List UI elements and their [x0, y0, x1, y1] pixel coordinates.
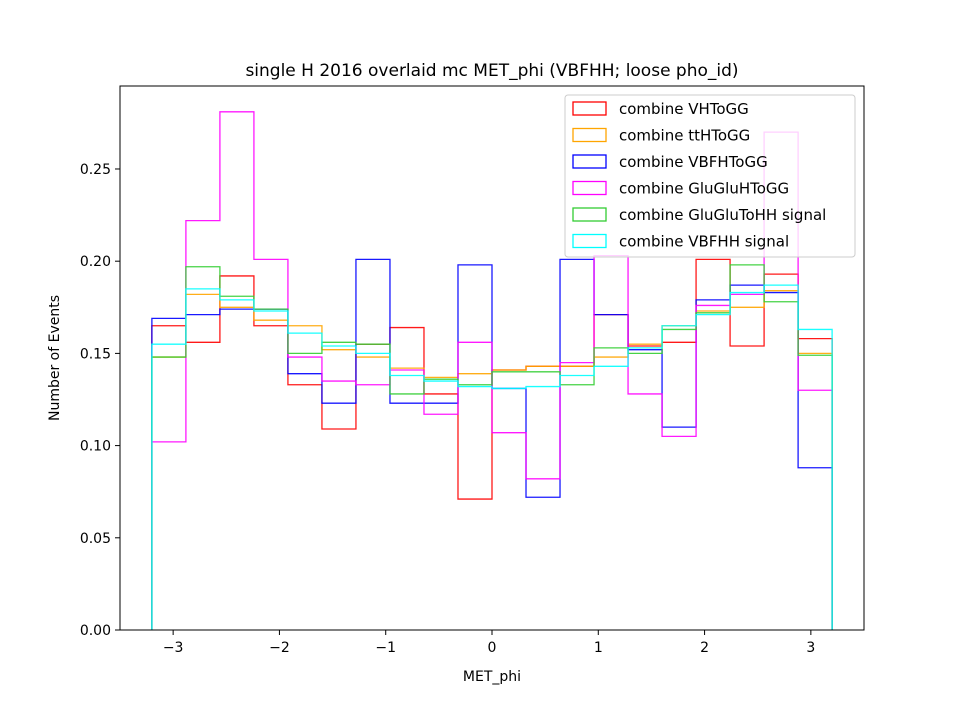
legend-label: combine VHToGG	[619, 100, 749, 118]
legend-swatch	[572, 154, 607, 169]
x-tick-label: 2	[700, 640, 709, 656]
legend-swatch	[572, 180, 607, 196]
y-tick-label: 0.20	[80, 254, 111, 270]
series-layer	[151, 111, 833, 630]
x-tick-label: −1	[375, 640, 396, 656]
y-tick-label: 0.05	[80, 531, 111, 547]
x-axis-label: MET_phi	[463, 669, 521, 685]
legend-label: combine VBFHToGG	[619, 153, 768, 171]
y-tick-label: 0.10	[80, 439, 111, 455]
x-tick-label: −2	[269, 640, 290, 656]
y-tick-label: 0.00	[80, 623, 111, 639]
legend-label: combine GluGluHToGG	[619, 180, 789, 198]
y-tick-label: 0.25	[80, 162, 111, 178]
legend-label: combine VBFHH signal	[619, 233, 789, 251]
legend-box	[564, 94, 856, 258]
legend-swatch	[572, 207, 607, 222]
y-tick-label: 0.15	[80, 346, 111, 362]
x-tick-label: 0	[488, 640, 497, 656]
x-tick-label: 1	[594, 640, 603, 656]
x-tick-label: −3	[163, 640, 184, 656]
y-axis-label: Number of Events	[47, 295, 63, 421]
x-tick-label: 3	[806, 640, 815, 656]
legend-swatch	[572, 233, 607, 249]
legend-label: combine GluGluToHH signal	[619, 206, 826, 224]
series-line-5	[151, 284, 833, 630]
legend-swatch	[572, 101, 607, 116]
x-axis-ticks: −3 −2 −1 0 1 2 3	[163, 630, 815, 656]
legend-label: combine ttHToGG	[619, 127, 750, 145]
legend-swatch	[572, 127, 607, 143]
legend: combine VHToGG combine ttHToGG combine VBF…	[564, 94, 856, 258]
chart-title: single H 2016 overlaid mc MET_phi (VBFHH…	[245, 61, 738, 81]
y-axis-ticks: 0.00 0.05 0.10 0.15 0.20 0.25	[80, 162, 120, 639]
